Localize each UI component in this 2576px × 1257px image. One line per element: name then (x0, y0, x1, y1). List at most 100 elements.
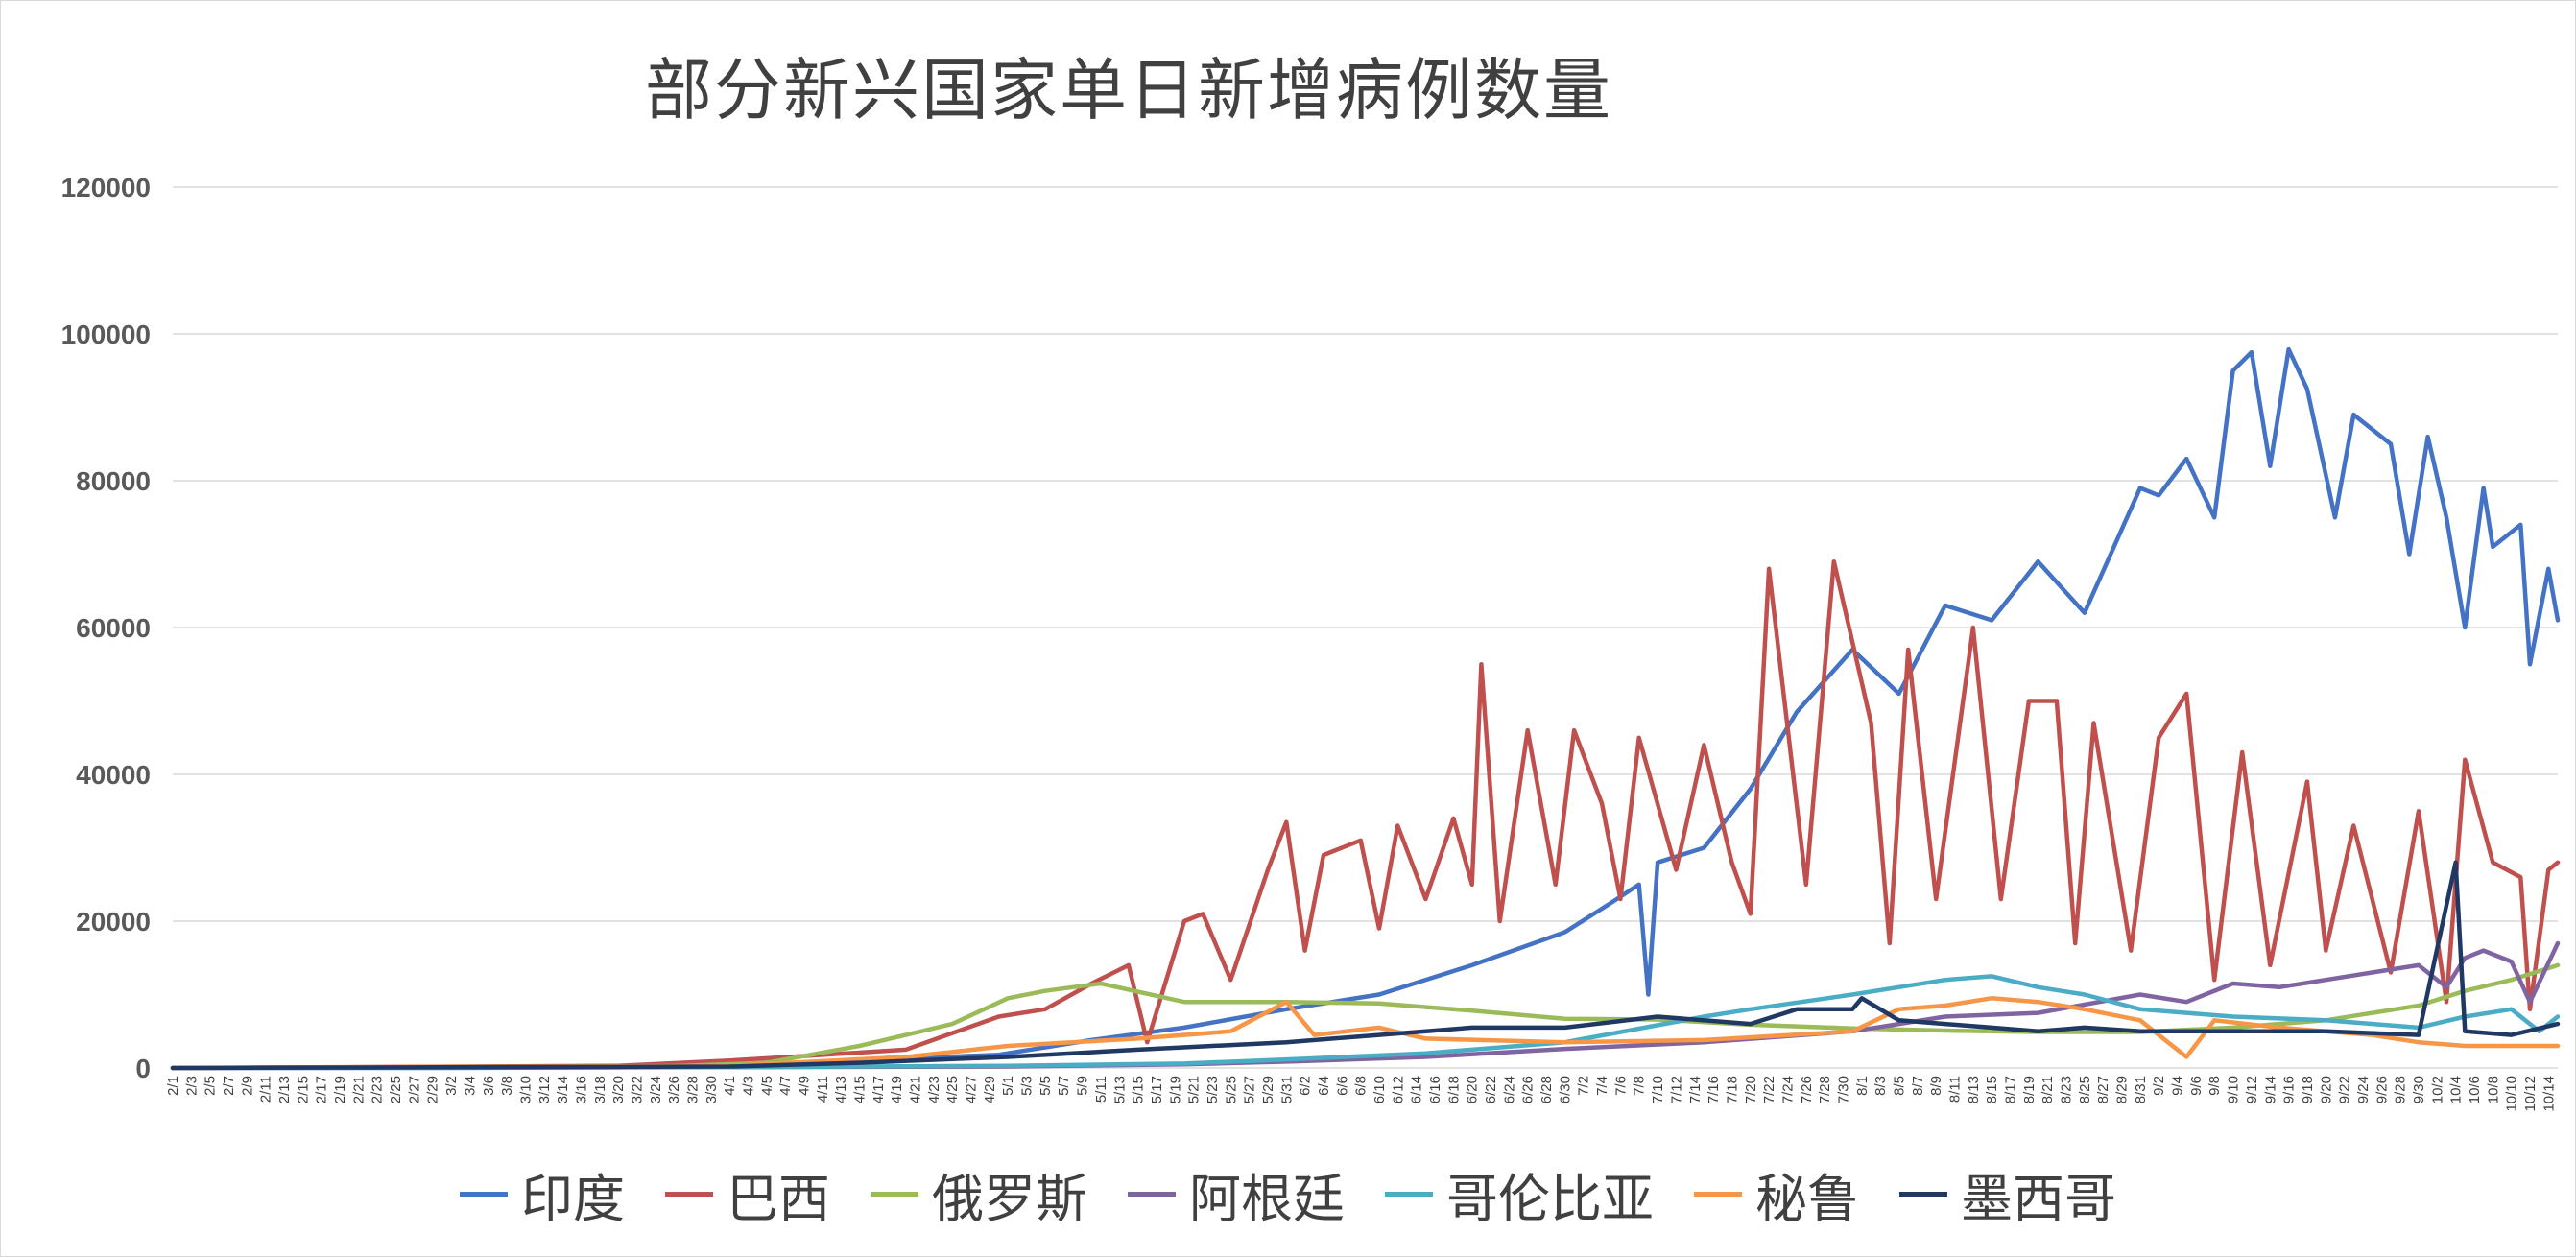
x-tick-label: 7/22 (1761, 1076, 1777, 1103)
x-tick-label: 3/16 (573, 1076, 589, 1103)
x-tick-label: 2/27 (406, 1076, 422, 1103)
x-tick-label: 7/24 (1779, 1076, 1796, 1103)
x-tick-label: 5/21 (1186, 1076, 1203, 1103)
x-tick-label: 9/12 (2244, 1076, 2260, 1103)
x-tick-label: 3/12 (537, 1076, 553, 1103)
x-tick-label: 2/23 (370, 1076, 386, 1103)
x-tick-label: 6/26 (1520, 1076, 1537, 1103)
legend-swatch (665, 1192, 713, 1197)
x-tick-label: 5/3 (1019, 1076, 1036, 1096)
x-tick-label: 4/7 (777, 1076, 794, 1096)
x-tick-label: 8/23 (2059, 1076, 2075, 1103)
x-tick-label: 2/5 (203, 1076, 219, 1096)
y-tick-label: 20000 (76, 907, 151, 937)
x-tick-label: 5/19 (1167, 1076, 1183, 1103)
x-tick-label: 2/29 (425, 1076, 441, 1103)
x-tick-label: 9/18 (2300, 1076, 2316, 1103)
x-tick-label: 3/18 (592, 1076, 608, 1103)
x-tick-label: 7/16 (1705, 1076, 1722, 1103)
x-tick-label: 8/3 (1872, 1076, 1889, 1096)
legend-swatch (1694, 1192, 1742, 1197)
x-tick-label: 3/22 (629, 1076, 645, 1103)
x-tick-label: 9/24 (2355, 1076, 2372, 1103)
x-tick-label: 8/25 (2077, 1076, 2093, 1103)
x-tick-label: 3/30 (704, 1076, 720, 1103)
legend-item: 巴西 (665, 1156, 830, 1232)
x-tick-label: 9/6 (2188, 1076, 2205, 1096)
series-line-0 (170, 346, 2561, 1071)
legend-label: 巴西 (727, 1169, 830, 1229)
x-tick-label: 3/10 (517, 1076, 534, 1103)
x-tick-label: 9/20 (2318, 1076, 2334, 1103)
x-tick-label: 3/28 (684, 1076, 701, 1103)
x-tick-label: 6/6 (1334, 1076, 1350, 1096)
x-tick-label: 4/3 (740, 1076, 756, 1096)
x-tick-label: 2/19 (332, 1076, 348, 1103)
x-tick-label: 8/15 (1984, 1076, 2000, 1103)
x-tick-label: 3/14 (555, 1076, 571, 1103)
y-tick-label: 100000 (61, 320, 151, 349)
x-tick-label: 9/10 (2226, 1076, 2242, 1103)
x-tick-label: 8/1 (1854, 1076, 1871, 1096)
x-tick-label: 3/26 (666, 1076, 682, 1103)
x-tick-label: 5/9 (1075, 1076, 1091, 1096)
x-tick-label: 6/22 (1483, 1076, 1499, 1103)
x-tick-label: 8/31 (2133, 1076, 2149, 1103)
x-tick-label: 5/1 (1000, 1076, 1016, 1096)
x-tick-label: 2/21 (350, 1076, 367, 1103)
x-tick-label: 4/5 (759, 1076, 775, 1096)
x-tick-label: 6/8 (1353, 1076, 1370, 1096)
x-tick-label: 4/27 (964, 1076, 980, 1103)
x-tick-label: 3/4 (462, 1076, 478, 1096)
x-tick-label: 5/15 (1131, 1076, 1147, 1103)
y-tick-label: 80000 (76, 466, 151, 496)
y-tick-label: 0 (135, 1054, 151, 1083)
x-tick-label: 8/5 (1891, 1076, 1907, 1096)
series-line-2 (170, 962, 2561, 1071)
x-tick-label: 9/16 (2281, 1076, 2298, 1103)
x-tick-label: 8/27 (2095, 1076, 2111, 1103)
x-tick-label: 5/11 (1093, 1076, 1109, 1103)
x-tick-label: 8/17 (2003, 1076, 2019, 1103)
x-tick-label: 10/10 (2504, 1076, 2520, 1112)
x-tick-label: 4/21 (908, 1076, 924, 1103)
legend-item: 秘鲁 (1694, 1156, 1859, 1232)
x-tick-label: 7/18 (1724, 1076, 1740, 1103)
legend-item: 阿根廷 (1128, 1156, 1345, 1232)
chart-title: 部分新兴国家单日新增病例数量 (645, 51, 1612, 130)
x-tick-label: 6/4 (1316, 1076, 1332, 1096)
legend-swatch (1899, 1192, 1947, 1197)
x-tick-label: 6/14 (1409, 1076, 1425, 1103)
y-tick-label: 120000 (61, 173, 151, 202)
x-tick-label: 7/2 (1576, 1076, 1592, 1096)
x-tick-label: 5/27 (1242, 1076, 1258, 1103)
x-tick-label: 4/11 (815, 1076, 831, 1103)
legend-label: 印度 (521, 1169, 625, 1229)
x-tick-label: 9/4 (2170, 1076, 2186, 1096)
legend-label: 阿根廷 (1189, 1169, 1345, 1229)
legend-swatch (1128, 1192, 1176, 1197)
x-tick-label: 6/24 (1501, 1076, 1517, 1103)
series-line-3 (170, 940, 2561, 1071)
x-tick-label: 2/7 (221, 1076, 237, 1096)
x-tick-label: 6/10 (1371, 1076, 1388, 1103)
x-tick-label: 7/28 (1817, 1076, 1833, 1103)
legend-item: 印度 (460, 1156, 625, 1232)
x-tick-label: 2/1 (165, 1076, 181, 1096)
x-tick-label: 10/6 (2467, 1076, 2483, 1103)
x-tick-label: 5/31 (1278, 1076, 1295, 1103)
x-tick-label: 2/13 (276, 1076, 293, 1103)
legend-label: 墨西哥 (1961, 1169, 2116, 1229)
series-line-6 (170, 860, 2561, 1071)
x-tick-label: 7/12 (1668, 1076, 1684, 1103)
x-tick-label: 4/13 (833, 1076, 849, 1103)
y-tick-label: 60000 (76, 613, 151, 643)
x-tick-label: 5/5 (1038, 1076, 1054, 1096)
x-tick-label: 3/24 (648, 1076, 664, 1103)
legend: 印度 巴西 俄罗斯 阿根廷 哥伦比亚 秘鲁 墨西哥 (0, 1156, 2576, 1232)
x-tick-label: 5/23 (1205, 1076, 1221, 1103)
x-tick-label: 4/19 (889, 1076, 905, 1103)
x-tick-label: 4/15 (852, 1076, 869, 1103)
x-tick-label: 9/30 (2411, 1076, 2427, 1103)
x-tick-label: 10/14 (2540, 1076, 2557, 1112)
